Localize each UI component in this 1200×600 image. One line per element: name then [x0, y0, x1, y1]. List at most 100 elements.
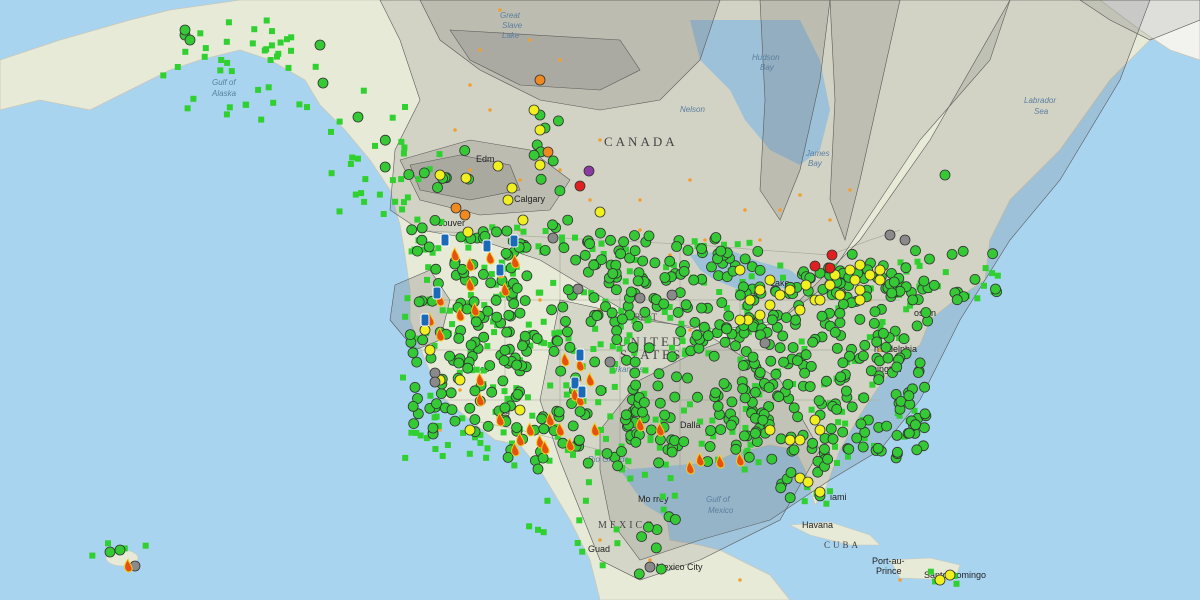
monitor-good[interactable]: [752, 245, 764, 257]
sensor-marker[interactable]: [190, 95, 197, 102]
sensor-marker[interactable]: [226, 104, 233, 111]
monitor-moderate[interactable]: [434, 169, 446, 181]
sensor-marker[interactable]: [801, 498, 808, 505]
sensor-marker[interactable]: [336, 118, 343, 125]
sensor-marker[interactable]: [631, 256, 638, 263]
monitor-good[interactable]: [900, 262, 912, 274]
monitor-good[interactable]: [881, 420, 892, 432]
monitor-good[interactable]: [114, 544, 126, 556]
monitor-good[interactable]: [417, 334, 429, 346]
monitor-good[interactable]: [432, 182, 443, 193]
sensor-marker[interactable]: [459, 415, 466, 422]
sensor-marker[interactable]: [617, 323, 624, 330]
monitor-moderate[interactable]: [874, 274, 886, 286]
monitor-usg[interactable]: [459, 209, 471, 221]
sensor-marker[interactable]: [328, 128, 334, 135]
sensor-marker[interactable]: [511, 462, 518, 469]
monitor-good[interactable]: [562, 214, 574, 226]
sensor-marker[interactable]: [527, 342, 534, 349]
sensor-marker[interactable]: [571, 347, 577, 354]
sensor-marker[interactable]: [582, 497, 589, 504]
fire-hotspot-marker[interactable]: [498, 8, 502, 12]
sensor-marker[interactable]: [274, 53, 280, 60]
monitor-good[interactable]: [910, 245, 921, 257]
monitor-moderate[interactable]: [854, 284, 866, 296]
monitor-good[interactable]: [649, 257, 661, 269]
sensor-marker[interactable]: [426, 166, 433, 173]
sensor-marker[interactable]: [263, 46, 270, 53]
sensor-marker[interactable]: [547, 382, 554, 389]
monitor-good[interactable]: [621, 354, 632, 366]
monitor-good[interactable]: [563, 284, 574, 296]
monitor-good[interactable]: [898, 333, 910, 345]
monitor-good[interactable]: [653, 457, 664, 469]
fire-icon[interactable]: [736, 451, 745, 467]
monitor-good[interactable]: [918, 275, 930, 287]
sensor-marker[interactable]: [742, 424, 749, 431]
monitor-good[interactable]: [582, 457, 594, 469]
monitor-good[interactable]: [427, 422, 439, 434]
monitor-good[interactable]: [682, 244, 694, 256]
fire-hotspot-marker[interactable]: [638, 228, 642, 232]
monitor-moderate[interactable]: [800, 279, 812, 291]
monitor-good[interactable]: [666, 351, 678, 363]
monitor-good[interactable]: [655, 563, 667, 575]
fire-icon[interactable]: [716, 453, 725, 469]
fire-icon[interactable]: [696, 451, 705, 467]
monitor-moderate[interactable]: [944, 569, 956, 581]
monitor-good[interactable]: [799, 367, 810, 379]
sensor-marker[interactable]: [845, 453, 851, 460]
fire-icon[interactable]: [501, 281, 510, 297]
fire-hotspot-marker[interactable]: [598, 138, 602, 142]
monitor-good[interactable]: [514, 307, 526, 319]
fire-icon[interactable]: [471, 301, 480, 317]
sensor-marker[interactable]: [535, 526, 541, 533]
sensor-marker[interactable]: [258, 116, 265, 123]
monitor-moderate[interactable]: [854, 294, 866, 306]
sensor-marker[interactable]: [600, 250, 607, 257]
monitor-good[interactable]: [859, 339, 871, 351]
monitor-good[interactable]: [639, 306, 651, 318]
monitor-good[interactable]: [462, 362, 474, 374]
monitor-moderate[interactable]: [824, 279, 836, 291]
monitor-good[interactable]: [951, 294, 963, 306]
sensor-marker[interactable]: [424, 276, 430, 283]
sensor-marker[interactable]: [981, 282, 987, 289]
monitor-good[interactable]: [710, 232, 722, 243]
sensor-marker[interactable]: [432, 446, 439, 452]
monitor-good[interactable]: [773, 391, 785, 403]
sensor-marker[interactable]: [942, 269, 949, 276]
monitor-good[interactable]: [639, 397, 650, 408]
monitor-good[interactable]: [491, 311, 503, 323]
sensor-marker[interactable]: [741, 466, 748, 473]
monitor-good[interactable]: [766, 314, 778, 326]
sensor-marker[interactable]: [389, 114, 396, 121]
sensor-marker[interactable]: [336, 208, 343, 215]
sensor-marker[interactable]: [662, 461, 669, 468]
monitor-moderate[interactable]: [854, 259, 866, 271]
monitor-good[interactable]: [939, 169, 951, 181]
monitor-good[interactable]: [589, 356, 601, 368]
sensor-marker[interactable]: [554, 433, 561, 440]
monitor-good[interactable]: [696, 243, 707, 255]
monitor-good[interactable]: [886, 287, 898, 299]
monitor-good[interactable]: [857, 441, 869, 453]
sensor-marker[interactable]: [579, 548, 586, 555]
monitor-good[interactable]: [858, 392, 870, 404]
monitor-good[interactable]: [858, 350, 869, 362]
monitor-good[interactable]: [567, 420, 579, 432]
sensor-marker[interactable]: [590, 346, 597, 352]
monitor-good[interactable]: [629, 230, 640, 241]
monitor-usg[interactable]: [542, 146, 554, 158]
monitor-moderate[interactable]: [764, 299, 776, 311]
sensor-marker[interactable]: [223, 38, 230, 45]
sensor-marker[interactable]: [460, 429, 467, 436]
monitor-good[interactable]: [646, 424, 657, 436]
monitor-good[interactable]: [500, 247, 512, 259]
sensor-marker[interactable]: [438, 218, 445, 225]
sensor-marker[interactable]: [911, 407, 918, 414]
monitor-good[interactable]: [734, 289, 746, 301]
monitor-good[interactable]: [601, 448, 613, 459]
sensor-marker[interactable]: [408, 429, 415, 436]
fire-icon[interactable]: [496, 411, 505, 427]
